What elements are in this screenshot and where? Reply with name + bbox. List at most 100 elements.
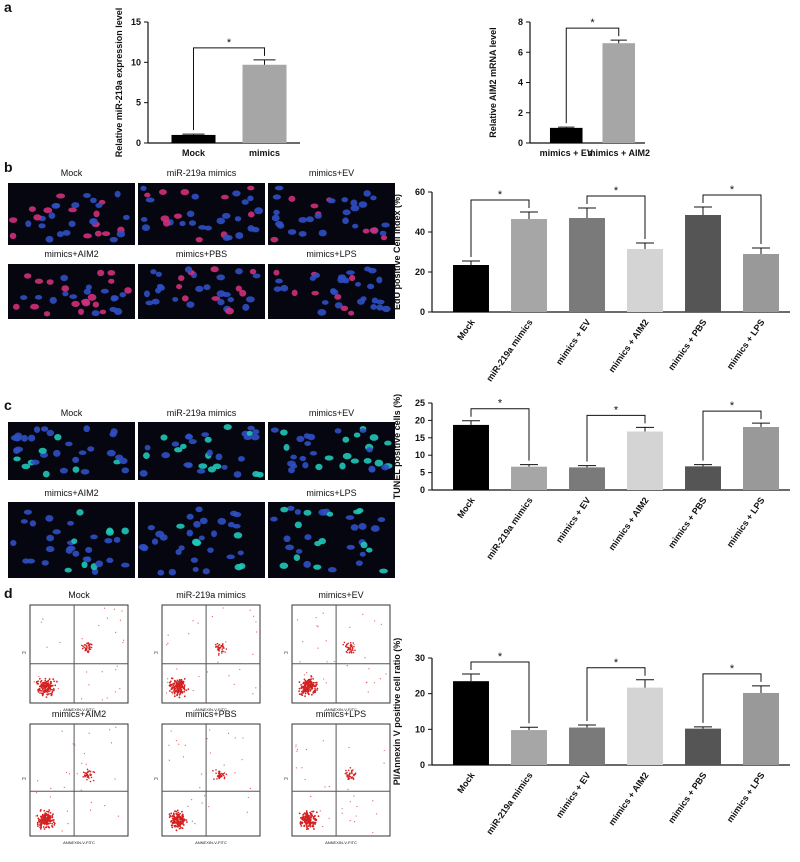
event (308, 686, 311, 689)
event (347, 663, 349, 665)
event (54, 684, 57, 687)
flow-plot (161, 604, 261, 704)
event (206, 671, 209, 673)
event (306, 820, 309, 822)
event (37, 825, 39, 828)
nucleus (191, 193, 200, 200)
event (86, 778, 88, 781)
event (48, 826, 51, 829)
nucleus (275, 278, 283, 284)
event (298, 690, 301, 693)
nucleus (93, 210, 100, 218)
nucleus (113, 459, 121, 465)
nucleus (381, 222, 390, 228)
event (89, 648, 92, 651)
event (314, 821, 317, 824)
nucleus (196, 468, 206, 474)
event (312, 825, 315, 828)
event (315, 819, 318, 821)
event (39, 685, 42, 688)
nucleus (222, 234, 231, 241)
event (326, 661, 328, 663)
bar (627, 687, 663, 765)
event (309, 824, 312, 826)
nucleus (110, 295, 118, 302)
event (217, 648, 219, 651)
nucleus (212, 463, 222, 470)
event (312, 817, 315, 820)
event (49, 683, 52, 685)
bar (511, 730, 547, 765)
y-tick-label: 2 (518, 108, 523, 118)
event (246, 811, 248, 813)
nucleus (294, 521, 302, 529)
nucleus (97, 269, 105, 277)
event (304, 679, 307, 682)
event (300, 825, 303, 827)
event (47, 679, 50, 682)
event (317, 647, 319, 649)
event (182, 756, 185, 758)
event (82, 776, 85, 778)
event (328, 817, 330, 819)
event (170, 819, 173, 822)
nucleus (302, 462, 309, 469)
axis-label: PI (154, 776, 158, 781)
nucleus (28, 434, 36, 442)
nucleus (83, 233, 92, 239)
event (309, 683, 311, 686)
image-label: mimics+LPS (306, 249, 356, 259)
event (35, 815, 37, 817)
nucleus (139, 469, 148, 477)
event (306, 825, 308, 828)
event (307, 825, 310, 827)
event (165, 692, 168, 694)
nucleus (174, 447, 183, 453)
event (376, 813, 378, 815)
event (168, 816, 171, 819)
event (44, 677, 47, 680)
event (43, 682, 46, 684)
micrograph (8, 183, 135, 245)
y-axis-label: Relative AIM2 mRNA level (488, 27, 498, 137)
nucleus (145, 300, 154, 306)
event (347, 769, 350, 772)
event (121, 610, 123, 612)
nucleus (168, 568, 177, 576)
event (33, 681, 35, 683)
event (353, 645, 355, 648)
y-tick-label: 20 (415, 689, 425, 699)
event (104, 804, 106, 807)
event (355, 815, 357, 817)
nucleus (293, 554, 301, 561)
event (46, 646, 48, 648)
event (168, 813, 171, 815)
axis-label: PI (154, 650, 158, 655)
event (174, 689, 177, 692)
event (46, 810, 48, 813)
event (82, 771, 85, 774)
event (216, 778, 218, 780)
event (308, 816, 310, 819)
event (322, 825, 324, 828)
event (309, 811, 312, 814)
nucleus (306, 216, 314, 223)
event (296, 750, 298, 752)
event (106, 697, 108, 699)
x-tick-label: mimics + LPS (725, 495, 767, 549)
event (38, 675, 40, 678)
event (51, 691, 54, 694)
event (117, 815, 120, 817)
nucleus (226, 554, 235, 560)
event (316, 625, 318, 627)
event (168, 744, 170, 746)
event (63, 786, 65, 789)
nucleus (369, 434, 379, 441)
nucleus (25, 220, 32, 228)
nucleus (251, 226, 260, 233)
event (342, 643, 345, 646)
nucleus (370, 195, 377, 201)
event (40, 621, 43, 623)
event (177, 687, 179, 690)
nucleus (143, 290, 150, 298)
